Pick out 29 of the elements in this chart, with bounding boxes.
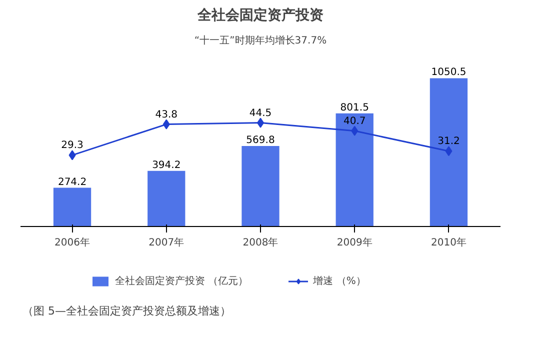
- data-label: 569.8: [246, 135, 275, 146]
- data-label: 40.7: [343, 116, 366, 127]
- bar: [242, 146, 280, 226]
- legend-label: 全社会固定资产投资 （亿元）: [115, 274, 248, 288]
- point: [445, 146, 452, 156]
- bar: [148, 170, 186, 226]
- legend-label: 增速 （%）: [313, 274, 366, 288]
- x-tick-label: 2008年: [242, 236, 278, 248]
- data-label: 44.5: [249, 108, 272, 119]
- chart-title: 全社会固定资产投资: [196, 6, 324, 24]
- data-label: 43.8: [155, 109, 178, 120]
- x-tick-label: 2009年: [336, 236, 372, 248]
- point: [351, 126, 358, 136]
- bar: [430, 78, 468, 226]
- data-label: 1050.5: [431, 67, 466, 78]
- point: [68, 150, 76, 160]
- chart-subtitle: “十一五”时期年均增长37.7%: [194, 34, 327, 46]
- bar: [53, 188, 92, 226]
- data-label: 29.3: [61, 140, 84, 152]
- x-tick-label: 2010年: [431, 236, 466, 248]
- data-label: 274.2: [58, 176, 87, 188]
- point: [162, 119, 170, 130]
- text: （图 5—全社会固定资产投资总额及增速）: [22, 304, 231, 318]
- x-tick-label: 2006年: [54, 236, 90, 248]
- bar: [336, 113, 374, 226]
- x-tick-label: 2007年: [148, 236, 184, 248]
- data-label: 31.2: [438, 136, 460, 148]
- data-label: 801.5: [340, 102, 369, 114]
- data-label: 394.2: [152, 160, 181, 171]
